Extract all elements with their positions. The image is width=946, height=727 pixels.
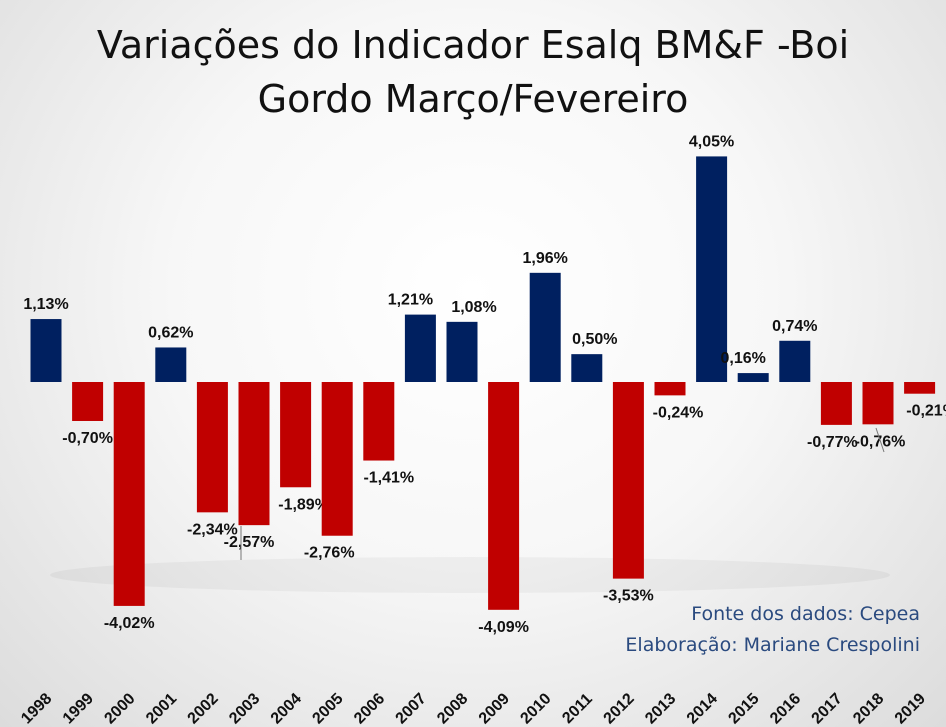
x-tick-label-2018: 2018 xyxy=(850,690,887,727)
x-tick-label-1998: 1998 xyxy=(18,690,55,727)
data-label-2014: 4,05% xyxy=(689,133,734,150)
x-tick-label-2004: 2004 xyxy=(268,690,305,727)
x-tick-label-2006: 2006 xyxy=(351,690,388,727)
bar-2008 xyxy=(446,321,478,382)
bar-2000 xyxy=(113,382,145,606)
x-tick-label-1999: 1999 xyxy=(60,690,97,727)
data-label-2003: -2,57% xyxy=(224,534,275,551)
bar-2014 xyxy=(696,156,728,382)
data-label-2005: -2,76% xyxy=(304,545,355,562)
data-label-2013: -0,24% xyxy=(653,404,704,421)
data-label-2002: -2,34% xyxy=(187,521,238,538)
bar-1998 xyxy=(30,319,62,382)
bar-2009 xyxy=(488,382,520,610)
bar-2017 xyxy=(820,382,852,425)
bar-2019 xyxy=(904,382,936,394)
data-label-2012: -3,53% xyxy=(603,588,654,605)
floor-shadow xyxy=(50,557,890,593)
bar-2004 xyxy=(280,382,312,488)
data-label-2010: 1,96% xyxy=(523,250,568,267)
data-label-2007: 1,21% xyxy=(388,292,433,309)
data-label-2006: -1,41% xyxy=(363,470,414,487)
x-tick-label-2010: 2010 xyxy=(517,690,554,727)
x-tick-label-2005: 2005 xyxy=(309,690,346,727)
data-label-2000: -4,02% xyxy=(104,615,155,632)
x-tick-label-2019: 2019 xyxy=(892,690,929,727)
bar-2012 xyxy=(612,382,644,579)
x-tick-label-2007: 2007 xyxy=(393,690,430,727)
x-tick-label-2001: 2001 xyxy=(143,690,180,727)
bar-2003 xyxy=(238,382,270,526)
leader-line xyxy=(875,427,885,453)
x-tick-label-2000: 2000 xyxy=(101,690,138,727)
x-tick-label-2017: 2017 xyxy=(809,690,846,727)
bar-2016 xyxy=(779,340,811,382)
bar-2011 xyxy=(571,354,603,382)
chart-title-line1: Variações do Indicador Esalq BM&F -Boi xyxy=(96,23,850,67)
data-label-2009: -4,09% xyxy=(478,619,529,636)
bar-2013 xyxy=(654,382,686,396)
data-label-1998: 1,13% xyxy=(23,296,68,313)
x-tick-label-2013: 2013 xyxy=(642,690,679,727)
data-label-2008: 1,08% xyxy=(451,299,496,316)
data-label-2019: -0,21% xyxy=(906,403,946,420)
x-tick-label-2015: 2015 xyxy=(725,690,762,727)
chart-title-line2: Gordo Março/Fevereiro xyxy=(257,77,689,121)
x-tick-label-2012: 2012 xyxy=(601,690,638,727)
bar-2007 xyxy=(404,314,436,382)
data-label-2001: 0,62% xyxy=(148,324,193,341)
bar-2005 xyxy=(321,382,353,536)
x-tick-label-2003: 2003 xyxy=(226,690,263,727)
data-label-2016: 0,74% xyxy=(772,318,817,335)
bar-1999 xyxy=(72,382,104,421)
x-tick-label-2011: 2011 xyxy=(559,690,596,727)
x-tick-label-2002: 2002 xyxy=(185,690,222,727)
data-label-2018: -0,76% xyxy=(855,433,906,450)
data-label-1999: -0,70% xyxy=(62,430,113,447)
data-label-2004: -1,89% xyxy=(278,496,329,513)
x-tick-label-2009: 2009 xyxy=(476,690,513,727)
data-label-2011: 0,50% xyxy=(572,331,617,348)
bar-2010 xyxy=(529,272,561,382)
x-tick-label-2016: 2016 xyxy=(767,690,804,727)
data-label-2017: -0,77% xyxy=(807,434,858,451)
author-note: Elaboração: Mariane Crespolini xyxy=(625,634,920,656)
chart-title: Variações do Indicador Esalq BM&F -Boi G… xyxy=(0,18,946,126)
bar-2006 xyxy=(363,382,395,461)
source-note: Fonte dos dados: Cepea xyxy=(691,603,920,625)
bar-2001 xyxy=(155,347,187,382)
x-tick-label-2014: 2014 xyxy=(684,690,721,727)
bar-2002 xyxy=(196,382,228,513)
data-label-2015: 0,16% xyxy=(721,350,766,367)
bar-2015 xyxy=(737,373,769,382)
x-tick-label-2008: 2008 xyxy=(434,690,471,727)
bar-2018 xyxy=(862,382,894,425)
